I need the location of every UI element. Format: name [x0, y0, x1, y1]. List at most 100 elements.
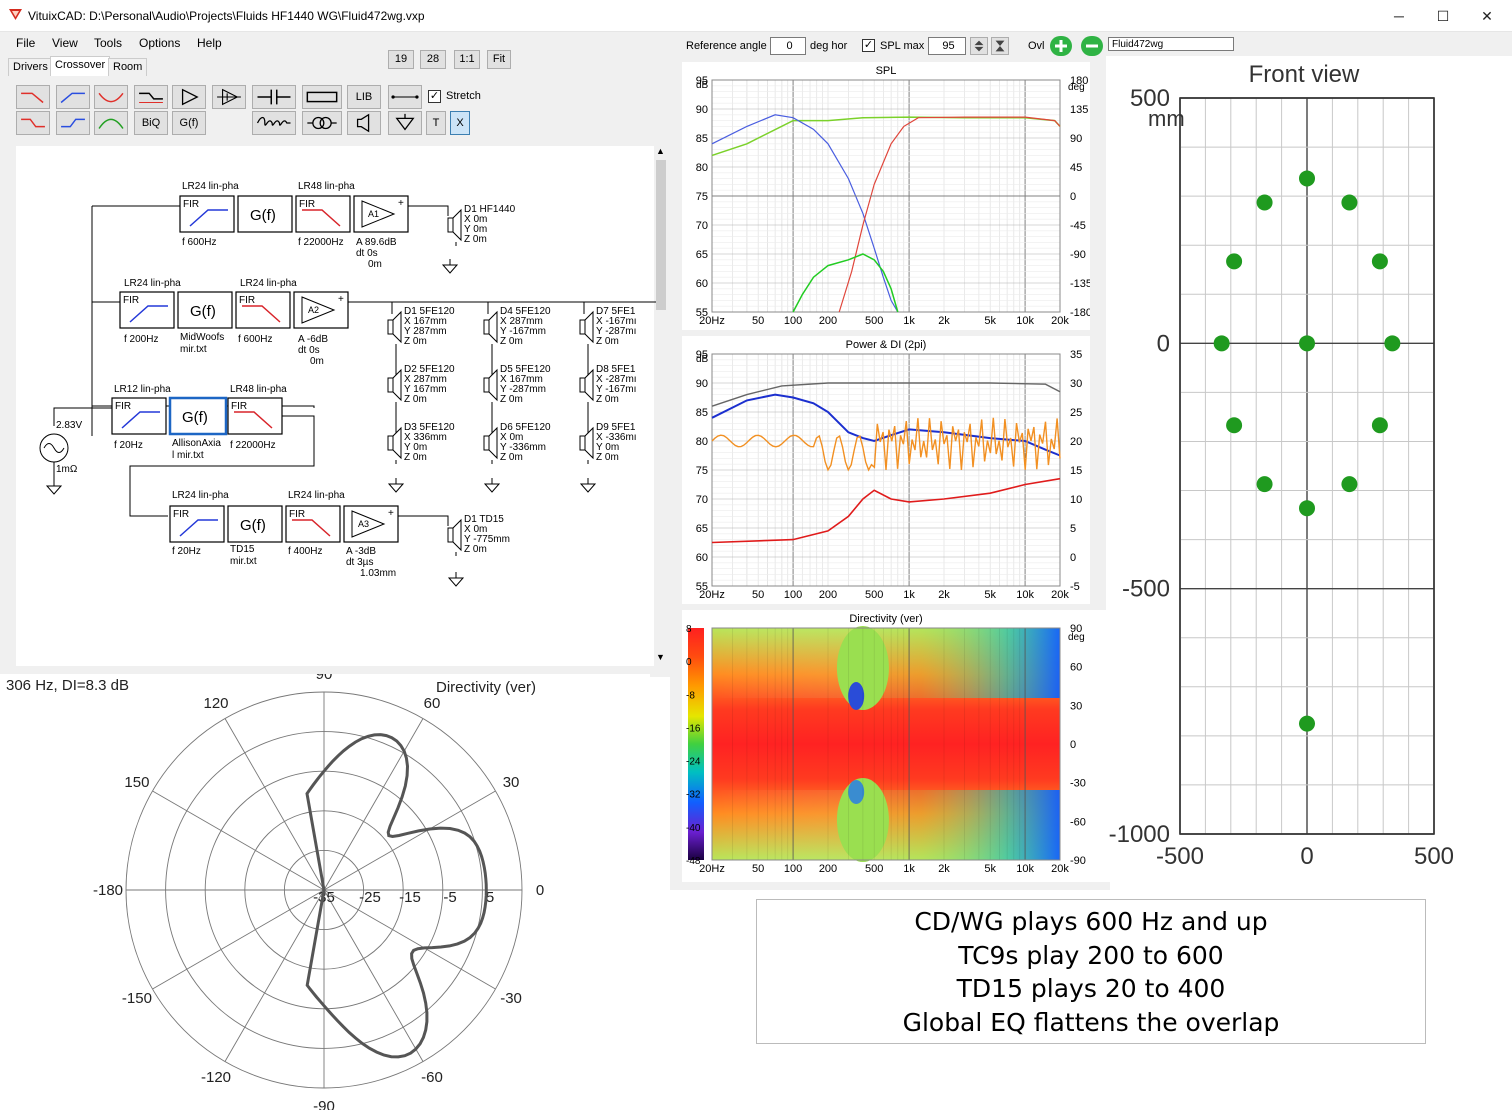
frequency-label: f 20Hz — [172, 546, 201, 557]
speaker-symbol — [579, 368, 594, 402]
reference-angle-input[interactable]: 0 — [770, 37, 806, 55]
delete-tool-button[interactable]: X — [450, 111, 470, 135]
text-tool-button[interactable]: T — [426, 111, 446, 135]
reset-icon — [995, 40, 1005, 52]
wire-button[interactable] — [388, 85, 422, 109]
zoom-fit-button[interactable]: Fit — [487, 50, 511, 69]
spl-max-checkbox[interactable]: ✓ — [862, 39, 875, 52]
schematic-scrollbar[interactable]: ▲ ▼ — [654, 146, 668, 666]
frequency-label: f 22000Hz — [230, 440, 276, 451]
maximize-button[interactable]: ☐ — [1436, 8, 1450, 24]
x-tick-label: 5k — [984, 863, 996, 875]
spl-max-input[interactable]: 95 — [928, 37, 966, 55]
tab-crossover[interactable]: Crossover — [50, 56, 111, 76]
x-tick-label: 100 — [784, 863, 802, 875]
driver-position: Z 0m — [500, 452, 523, 463]
gf-label: G(f) — [190, 303, 216, 320]
y2-tick-label: 15 — [1070, 465, 1082, 477]
spl-chart: SPL dB deg 95 90 85 80 75 70 65 60 55 180 135 90 45 0 -45… — [682, 62, 1090, 330]
transformer-button[interactable] — [302, 111, 342, 135]
tab-room[interactable]: Room — [108, 58, 148, 76]
inductor-button[interactable] — [252, 111, 296, 135]
lowpass2-filter-button[interactable] — [16, 111, 50, 135]
tab-drivers[interactable]: Drivers — [8, 58, 53, 76]
amplifier-button[interactable] — [172, 85, 206, 109]
y-tick-label: 90 — [696, 378, 708, 390]
angle-label: -90 — [313, 1098, 335, 1110]
y-tick-label: 85 — [696, 133, 708, 145]
driver-position: Y -336mm — [500, 442, 546, 453]
transformer-icon — [307, 116, 337, 130]
schematic-hscrollbar[interactable] — [16, 666, 656, 674]
highpass-blue-icon — [60, 92, 85, 104]
zoom-19-button[interactable]: 19 — [388, 50, 414, 69]
zoom-1to1-button[interactable]: 1:1 — [454, 50, 480, 69]
amplifier-triangle — [361, 200, 396, 228]
frequency-label: f 600Hz — [238, 334, 272, 345]
plot-frame — [711, 627, 1061, 861]
angle-label: -120 — [201, 1069, 231, 1086]
polar-spoke — [152, 790, 325, 891]
y-tick-label: 55 — [696, 307, 708, 319]
driver-name: D4 5FE120 — [500, 306, 551, 317]
fir-label: FIR — [115, 401, 131, 412]
frequency-label: f 20Hz — [114, 440, 143, 451]
speaker-symbol — [483, 368, 498, 402]
fir-label: FIR — [183, 199, 199, 210]
add-overlay-button[interactable] — [1050, 36, 1072, 56]
amp-info: A 89.6dB — [356, 237, 397, 248]
remove-overlay-button[interactable] — [1081, 36, 1103, 56]
menu-file[interactable]: File — [16, 36, 36, 50]
amplifier-icon — [181, 88, 199, 106]
wire-icon — [391, 95, 419, 99]
stretch-checkbox[interactable]: ✓ — [428, 90, 441, 103]
wire — [408, 205, 449, 216]
driver-name: D1 HF1440 — [464, 204, 516, 215]
gf-button[interactable]: G(f) — [172, 111, 206, 135]
highpass-filter-button[interactable] — [56, 85, 90, 109]
minimize-button[interactable]: ─ — [1394, 8, 1404, 24]
resistor-button[interactable] — [302, 85, 342, 109]
spinner-icon — [974, 40, 984, 52]
driver-position: X 336mm — [404, 432, 447, 443]
y2-tick-label: -90 — [1070, 249, 1086, 261]
hp-block — [119, 291, 175, 329]
driver-position: X 167mm — [404, 316, 447, 327]
highpass2-filter-button[interactable] — [56, 111, 90, 135]
spl-reset-button[interactable] — [991, 37, 1009, 55]
ground-symbol — [447, 572, 465, 587]
menu-view[interactable]: View — [52, 36, 78, 50]
y-tick-label: 500 — [1130, 85, 1170, 112]
menu-help[interactable]: Help — [197, 36, 222, 50]
buffer-button[interactable] — [212, 85, 246, 109]
polar-spoke — [323, 718, 424, 891]
overlay-name-input[interactable]: Fluid472wg — [1108, 37, 1234, 51]
app-logo-icon — [9, 9, 22, 20]
close-button[interactable]: ✕ — [1481, 8, 1493, 24]
wire — [398, 515, 449, 526]
window-title: VituixCAD: D:\Personal\Audio\Projects\Fl… — [28, 9, 425, 23]
ground-button[interactable] — [388, 111, 422, 135]
peak-green-icon — [98, 118, 124, 129]
menu-tools[interactable]: Tools — [94, 36, 123, 50]
zoom-28-button[interactable]: 28 — [420, 50, 446, 69]
biquad-button[interactable]: BiQ — [134, 111, 168, 135]
y-tick-label: 80 — [696, 162, 708, 174]
peak-filter-button[interactable] — [94, 111, 128, 135]
y-tick-label: 70 — [696, 220, 708, 232]
x-tick-label: 1k — [903, 863, 915, 875]
filter-name: LR12 lin-pha — [114, 384, 171, 395]
frequency-label: f 22000Hz — [298, 237, 344, 248]
gf-file: TD15 — [230, 544, 255, 555]
capacitor-button[interactable] — [252, 85, 296, 109]
spl-spinner-button[interactable] — [970, 37, 988, 55]
menu-options[interactable]: Options — [139, 36, 181, 50]
notch-filter-button[interactable] — [94, 85, 128, 109]
y2-tick-label: 25 — [1070, 407, 1082, 419]
driver-button[interactable] — [347, 111, 381, 135]
lowpass-filter-button[interactable] — [16, 85, 50, 109]
frequency-label: f 600Hz — [182, 237, 216, 248]
library-button[interactable]: LIB — [347, 85, 381, 109]
amplifier-block — [293, 291, 349, 329]
shelf-filter-button[interactable] — [134, 85, 168, 109]
